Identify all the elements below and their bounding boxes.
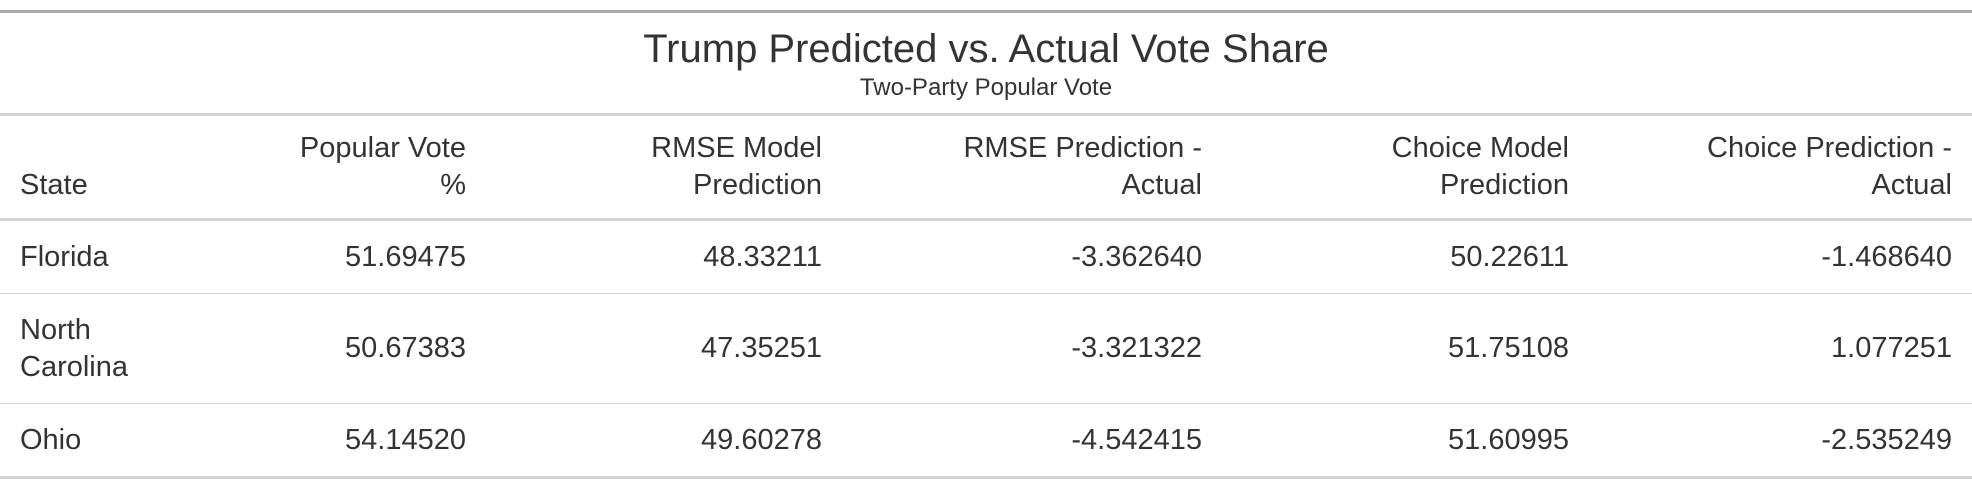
column-header-rmse-prediction: RMSE Model Prediction — [486, 113, 842, 221]
cell-popular-vote: 54.14520 — [190, 403, 486, 479]
table-row: Ohio 54.14520 49.60278 -4.542415 51.6099… — [0, 403, 1972, 479]
cell-rmse-prediction: 48.33211 — [703, 240, 822, 273]
cell-choice-prediction: 51.75108 — [1222, 293, 1589, 404]
cell-choice-diff: 1.077251 — [1589, 293, 1972, 404]
cell-rmse-diff: -3.321322 — [842, 293, 1222, 404]
column-header-choice-diff: Choice Prediction - Actual — [1589, 113, 1972, 221]
cell-choice-prediction: 51.60995 — [1222, 403, 1589, 479]
cell-rmse-prediction: 49.60278 — [486, 403, 842, 479]
column-header-rmse-diff: RMSE Prediction - Actual — [842, 113, 1222, 221]
column-header-choice-prediction: Choice Model Prediction — [1222, 113, 1589, 221]
table-row: North Carolina 50.67383 47.35251 -3.3213… — [0, 293, 1972, 404]
column-header-popular-vote: Popular Vote % — [190, 113, 486, 221]
cell-rmse-diff: -3.362640 — [1071, 240, 1202, 273]
cell-state: Florida — [20, 240, 109, 273]
table-title: Trump Predicted vs. Actual Vote Share — [643, 27, 1329, 71]
cell-rmse-diff: -4.542415 — [842, 403, 1222, 479]
table-row: Florida 51.69475 48.33211 -3.362640 50.2… — [0, 220, 1972, 294]
column-headings: State Popular Vote % RMSE Model Predicti… — [0, 113, 1972, 221]
cell-popular-vote: 50.67383 — [190, 293, 486, 404]
table-header: Trump Predicted vs. Actual Vote Share Tw… — [0, 10, 1972, 113]
table-subtitle: Two-Party Popular Vote — [859, 74, 1113, 101]
cell-choice-diff: -1.468640 — [1821, 240, 1952, 273]
cell-rmse-prediction: 47.35251 — [486, 293, 842, 404]
column-header-state: State — [0, 113, 190, 221]
cell-state: Ohio — [0, 403, 190, 479]
cell-choice-diff: -2.535249 — [1589, 403, 1972, 479]
vote-share-table: State Popular Vote % RMSE Model Predicti… — [0, 113, 1972, 479]
cell-state: North Carolina — [0, 293, 190, 404]
cell-choice-prediction: 50.22611 — [1450, 240, 1569, 273]
cell-popular-vote: 51.69475 — [345, 240, 466, 273]
